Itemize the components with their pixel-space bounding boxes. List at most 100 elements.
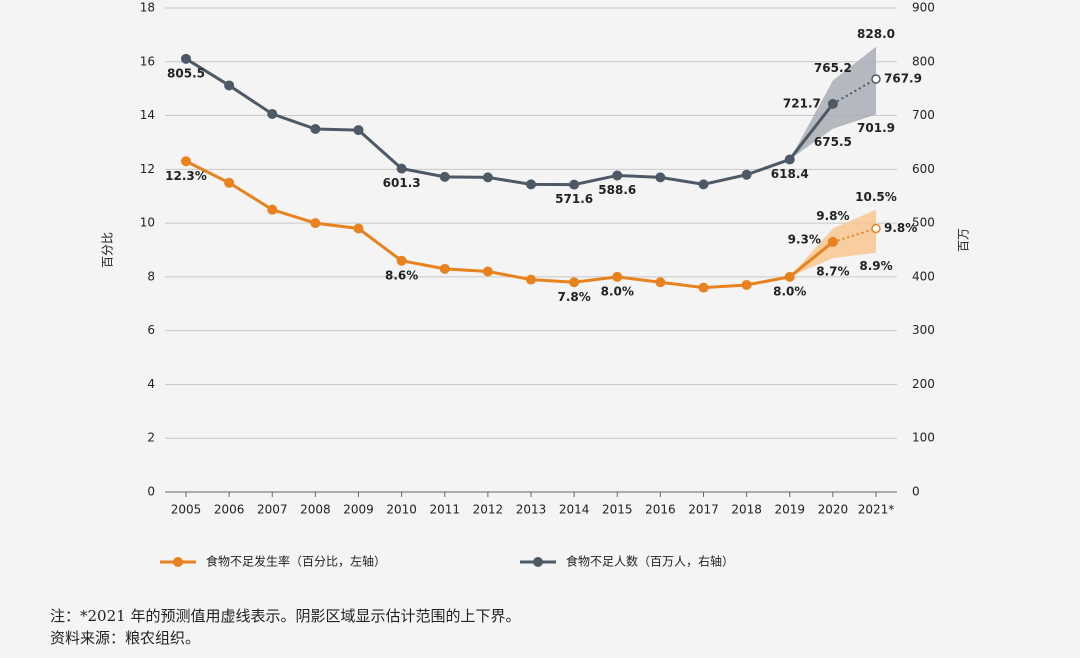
data-label: 8.6% [385, 268, 418, 282]
point [698, 282, 709, 293]
point [181, 156, 191, 167]
data-label: 12.3% [165, 169, 207, 183]
point [871, 223, 881, 234]
data-label: 571.6 [555, 192, 593, 206]
point [827, 236, 838, 247]
y-tick-label: 14 [140, 108, 155, 122]
x-tick-label: 2006 [214, 503, 245, 517]
point [353, 223, 364, 234]
series-line [185, 159, 834, 290]
y2-tick-label: 100 [912, 431, 935, 445]
legend-label: 食物不足发生率（百分比，左轴） [206, 554, 386, 569]
point [871, 74, 881, 84]
point [784, 271, 795, 282]
y-tick-label: 18 [140, 1, 155, 15]
point [827, 98, 838, 109]
legend-dot [533, 557, 543, 567]
band-label: 701.9 [857, 121, 895, 135]
x-tick-label: 2014 [559, 503, 590, 517]
y-tick-label: 12 [140, 162, 155, 176]
point [310, 218, 321, 229]
data-label: 9.3% [788, 232, 821, 246]
x-tick-label: 2015 [602, 503, 633, 517]
data-label: 618.4 [771, 167, 809, 181]
point [439, 171, 450, 182]
point [310, 124, 321, 134]
point [181, 53, 191, 64]
forecast-line [832, 78, 877, 105]
point [569, 277, 580, 288]
band-label: 9.8% [816, 209, 849, 223]
data-label: 8.0% [601, 284, 634, 298]
data-label: 767.9 [884, 72, 922, 86]
data-label: 721.7 [783, 96, 821, 110]
y2-tick-label: 300 [912, 323, 935, 337]
data-label: 7.8% [557, 290, 590, 304]
point [526, 274, 536, 285]
y2-tick-label: 400 [912, 269, 935, 283]
series-line [185, 57, 835, 187]
x-tick-label: 2021* [858, 503, 895, 517]
point [396, 255, 407, 266]
point [353, 125, 364, 136]
band-label: 675.5 [814, 135, 852, 149]
y2-tick-label: 500 [912, 216, 935, 230]
y-axis-label: 百分比 [101, 232, 115, 268]
y-tick-label: 2 [147, 431, 155, 445]
point [224, 177, 235, 188]
y-tick-label: 8 [147, 269, 155, 283]
point [267, 108, 278, 119]
y2-axis-label: 百万 [957, 228, 971, 252]
point [784, 154, 795, 165]
x-tick-label: 2008 [300, 503, 331, 517]
source: 资料来源：粮农组织。 [50, 629, 200, 647]
point [482, 266, 493, 277]
y2-tick-label: 0 [912, 485, 920, 499]
legend-dot [173, 557, 183, 567]
point [439, 263, 450, 274]
point [569, 179, 580, 190]
band-label: 8.7% [816, 265, 849, 279]
point [224, 80, 235, 91]
y2-tick-label: 700 [912, 108, 935, 122]
point [526, 179, 536, 190]
point [655, 172, 666, 183]
y2-tick-label: 600 [912, 162, 935, 176]
y-tick-label: 10 [140, 216, 155, 230]
y-tick-label: 16 [140, 54, 155, 68]
y2-tick-label: 900 [912, 1, 935, 15]
data-label: 9.8% [884, 221, 917, 235]
x-tick-label: 2011 [429, 503, 460, 517]
data-label: 8.0% [773, 284, 806, 298]
point [612, 170, 623, 181]
legend-label: 食物不足人数（百万人，右轴） [566, 554, 734, 569]
data-label: 601.3 [383, 176, 421, 190]
x-tick-label: 2018 [731, 503, 762, 517]
x-tick-label: 2010 [386, 503, 417, 517]
point [741, 169, 752, 180]
band-label: 765.2 [814, 61, 852, 75]
point [396, 163, 407, 174]
point [482, 172, 493, 183]
point [741, 279, 752, 290]
x-tick-label: 2005 [171, 503, 202, 517]
y2-tick-label: 800 [912, 54, 935, 68]
point [698, 179, 709, 190]
x-tick-label: 2009 [343, 503, 374, 517]
y2-tick-label: 200 [912, 377, 935, 391]
x-tick-label: 2019 [774, 503, 805, 517]
y-tick-label: 6 [147, 323, 155, 337]
point [612, 271, 623, 282]
band-label: 10.5% [855, 190, 897, 204]
point [655, 277, 666, 288]
x-tick-label: 2016 [645, 503, 676, 517]
x-tick-label: 2020 [818, 503, 849, 517]
y-tick-label: 4 [147, 377, 155, 391]
band-label: 8.9% [859, 259, 892, 273]
y-tick-label: 0 [147, 485, 155, 499]
x-tick-label: 2017 [688, 503, 719, 517]
point [267, 204, 278, 215]
data-label: 588.6 [598, 183, 636, 197]
x-tick-label: 2007 [257, 503, 288, 517]
